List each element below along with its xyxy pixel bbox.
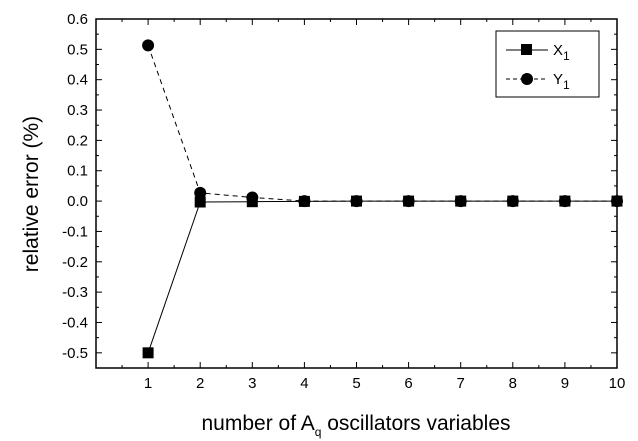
x-tick-label: 3: [248, 375, 256, 392]
x-tick-label: 5: [352, 375, 360, 392]
x-axis-title-rest: oscillators variables: [321, 412, 510, 435]
legend-label-x1-main: X: [553, 42, 563, 59]
legend-marker-x1: [521, 44, 532, 55]
x-tick-label: 9: [561, 375, 569, 392]
legend-label-x1-sub: 1: [563, 49, 570, 63]
x-tick-label: 2: [196, 375, 204, 392]
point-y1-7: [454, 195, 467, 208]
point-y1-10: [611, 195, 623, 208]
y-tick-label: -0.1: [62, 223, 88, 240]
y-tick-label: -0.2: [62, 254, 88, 271]
x-tick-label: 10: [609, 375, 626, 392]
x-axis-title-main: number of A: [202, 412, 315, 435]
legend-label-y1: Y1: [553, 71, 570, 92]
point-y1-2: [194, 186, 207, 199]
y-tick-label: 0.0: [67, 193, 88, 210]
point-y1-8: [506, 195, 519, 208]
y-tick-label: 0.5: [67, 41, 88, 58]
series-line-y1: [147, 45, 617, 202]
legend-box: [495, 30, 600, 98]
point-y1-5: [350, 195, 363, 208]
point-x1-1: [142, 347, 154, 359]
y-axis-title: relative error (%): [20, 116, 43, 272]
y-tick-label: 0.1: [67, 163, 88, 180]
point-y1-3: [246, 191, 259, 204]
y-tick-label: 0.6: [67, 11, 88, 28]
legend-label-x1: X1: [553, 42, 570, 63]
legend-marker-y1: [521, 73, 533, 85]
point-y1-9: [558, 195, 571, 208]
point-y1-6: [402, 195, 415, 208]
x-tick-label: 8: [509, 375, 517, 392]
y-tick-label: 0.4: [67, 72, 88, 89]
point-x1-2: [194, 196, 206, 208]
point-y1-1: [142, 39, 155, 52]
x-axis-title-subscript: q: [315, 425, 322, 439]
legend-label-y1-main: Y: [553, 71, 563, 88]
series-line-x1: [147, 200, 617, 353]
y-tick-label: 0.3: [67, 102, 88, 119]
x-tick-label: 6: [404, 375, 412, 392]
y-tick-label: -0.5: [62, 345, 88, 362]
x-axis-title: number of Aq oscillators variables: [202, 412, 511, 439]
y-tick-label: 0.2: [67, 132, 88, 149]
legend-label-y1-sub: 1: [563, 78, 570, 92]
y-tick-label: -0.3: [62, 284, 88, 301]
point-y1-4: [298, 195, 311, 208]
y-tick-label: -0.4: [62, 314, 88, 331]
x-tick-label: 4: [300, 375, 308, 392]
x-tick-label: 1: [144, 375, 152, 392]
legend: X1 Y1: [495, 30, 600, 98]
x-tick-label: 7: [457, 375, 465, 392]
